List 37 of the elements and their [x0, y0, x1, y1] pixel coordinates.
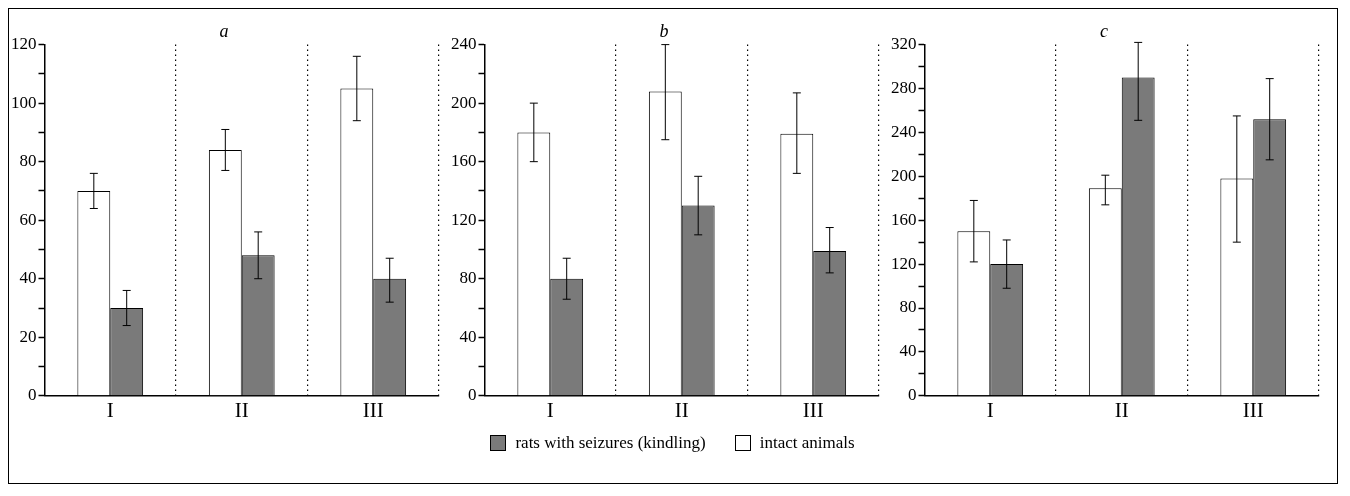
x-tick-label: I	[546, 397, 554, 422]
y-tick-label: 40	[19, 268, 37, 288]
chart-title: b	[659, 20, 669, 41]
y-tick-label: 240	[891, 121, 917, 141]
text: intact animals	[759, 433, 855, 453]
y-tick-label: 0	[468, 385, 477, 405]
y-tick-label: 80	[459, 268, 477, 288]
y-tick-label: 120	[11, 34, 37, 54]
y-tick-label: 80	[19, 151, 37, 171]
chart-title: c	[1100, 20, 1108, 41]
y-tick-label: 240	[451, 34, 477, 54]
x-tick-label: II	[234, 397, 249, 422]
x-tick-label: II	[674, 397, 689, 422]
y-tick-label: 80	[899, 297, 917, 317]
y-tick-label: 40	[899, 341, 917, 361]
chart-title: a	[219, 20, 229, 41]
y-tick-label: 40	[459, 326, 477, 346]
y-tick-label: 100	[11, 92, 37, 112]
x-tick-label: III	[802, 397, 824, 422]
y-tick-label: 20	[19, 326, 37, 346]
y-tick-label: 0	[908, 385, 917, 405]
y-tick-label: 120	[451, 209, 477, 229]
y-tick-label: 320	[891, 34, 917, 54]
x-tick-label: I	[986, 397, 994, 422]
y-tick-label: 280	[891, 77, 917, 97]
y-tick-label: 160	[451, 151, 477, 171]
x-tick-label: II	[1114, 397, 1129, 422]
legend-label: rats with seizures (kindling)	[515, 433, 706, 453]
x-tick-label: III	[1242, 397, 1264, 422]
y-tick-label: 60	[19, 209, 37, 229]
y-tick-label: 120	[891, 253, 917, 273]
y-tick-label: 160	[891, 209, 917, 229]
y-tick-label: 200	[451, 92, 477, 112]
x-tick-label: III	[362, 397, 384, 422]
y-tick-label: 200	[891, 165, 917, 185]
y-tick-label: 0	[28, 385, 37, 405]
x-tick-label: I	[106, 397, 114, 422]
